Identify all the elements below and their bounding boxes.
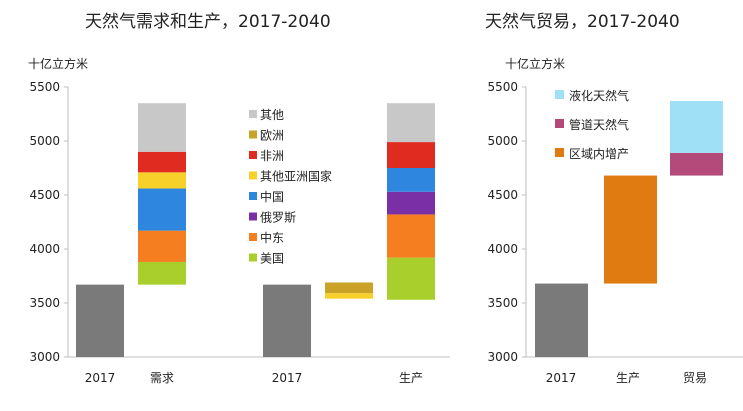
- y-tick-label: 4500: [29, 188, 60, 202]
- legend-label: 俄罗斯: [260, 211, 296, 225]
- legend-label: 其他亚洲国家: [260, 169, 332, 184]
- y-tick-label: 3000: [29, 350, 60, 364]
- y-axis-label: 十亿立方米: [505, 56, 565, 71]
- bar-segment-demand-中东: [138, 230, 186, 262]
- legend-swatch: [249, 212, 257, 221]
- legend-swatch: [249, 171, 257, 180]
- legend-swatch: [249, 253, 257, 262]
- y-tick-label: 5000: [487, 134, 518, 148]
- x-tick-label: 2017: [546, 371, 577, 385]
- x-tick-label: 需求: [150, 371, 174, 385]
- bar-segment-demand-美国: [138, 261, 186, 285]
- legend-label: 液化天然气: [569, 88, 629, 103]
- legend-swatch: [555, 90, 564, 99]
- legend-label: 其他: [260, 108, 284, 122]
- y-tick-label: 5000: [29, 134, 60, 148]
- legend-label: 区域内增产: [569, 147, 629, 161]
- bar-segment-production-中国: [387, 168, 435, 192]
- x-tick-label: 2017: [272, 371, 303, 385]
- bar-segment-decline-其他亚洲国家: [325, 293, 373, 299]
- bar-segment-production-非洲: [387, 142, 435, 168]
- legend-swatch: [555, 148, 564, 157]
- x-tick-label: 生产: [399, 371, 423, 385]
- bar-贸易-管道天然气: [670, 152, 723, 176]
- legend-swatch: [249, 110, 257, 118]
- bar-segment-demand-其他: [138, 103, 186, 152]
- y-tick-label: 5500: [487, 80, 518, 94]
- legend-label: 中国: [260, 189, 284, 204]
- legend-swatch: [249, 233, 257, 241]
- bar-segment-decline-欧洲: [325, 282, 373, 294]
- y-tick-label: 4500: [487, 188, 518, 202]
- legend-swatch: [249, 151, 257, 159]
- y-tick-label: 4000: [487, 242, 518, 256]
- bar-2017-production: [263, 284, 311, 357]
- bar-segment-production-美国: [387, 257, 435, 300]
- legend-label: 中东: [260, 230, 284, 245]
- x-tick-label: 2017: [85, 371, 116, 385]
- bar-segment-demand-其他亚洲国家: [138, 172, 186, 189]
- y-tick-label: 4000: [29, 242, 60, 256]
- bar-贸易-液化天然气: [670, 101, 723, 153]
- y-tick-label: 5500: [29, 80, 60, 94]
- legend-label: 管道天然气: [569, 117, 629, 132]
- bar-2017: [535, 283, 588, 357]
- legend-label: 欧洲: [260, 129, 284, 143]
- y-tick-label: 3000: [487, 350, 518, 364]
- legend-label: 非洲: [260, 149, 284, 163]
- bar-segment-demand-非洲: [138, 151, 186, 173]
- bar-segment-production-中东: [387, 214, 435, 258]
- chart-title: 天然气需求和生产，2017-2040: [85, 12, 331, 32]
- legend-swatch: [249, 192, 257, 200]
- legend-swatch: [555, 119, 564, 128]
- bar-2017-demand: [76, 284, 124, 357]
- chart-title: 天然气贸易，2017-2040: [485, 12, 680, 32]
- bar-segment-demand-中国: [138, 188, 186, 231]
- x-tick-label: 贸易: [683, 371, 707, 385]
- legend-label: 美国: [260, 252, 284, 266]
- legend-swatch: [249, 130, 257, 139]
- bar-segment-production-其他: [387, 103, 435, 143]
- bar-segment-production-俄罗斯: [387, 191, 435, 215]
- x-tick-label: 生产: [616, 371, 640, 385]
- y-tick-label: 3500: [29, 296, 60, 310]
- y-axis-label: 十亿立方米: [28, 56, 88, 71]
- y-tick-label: 3500: [487, 296, 518, 310]
- bar-生产-区域内增产: [604, 175, 657, 284]
